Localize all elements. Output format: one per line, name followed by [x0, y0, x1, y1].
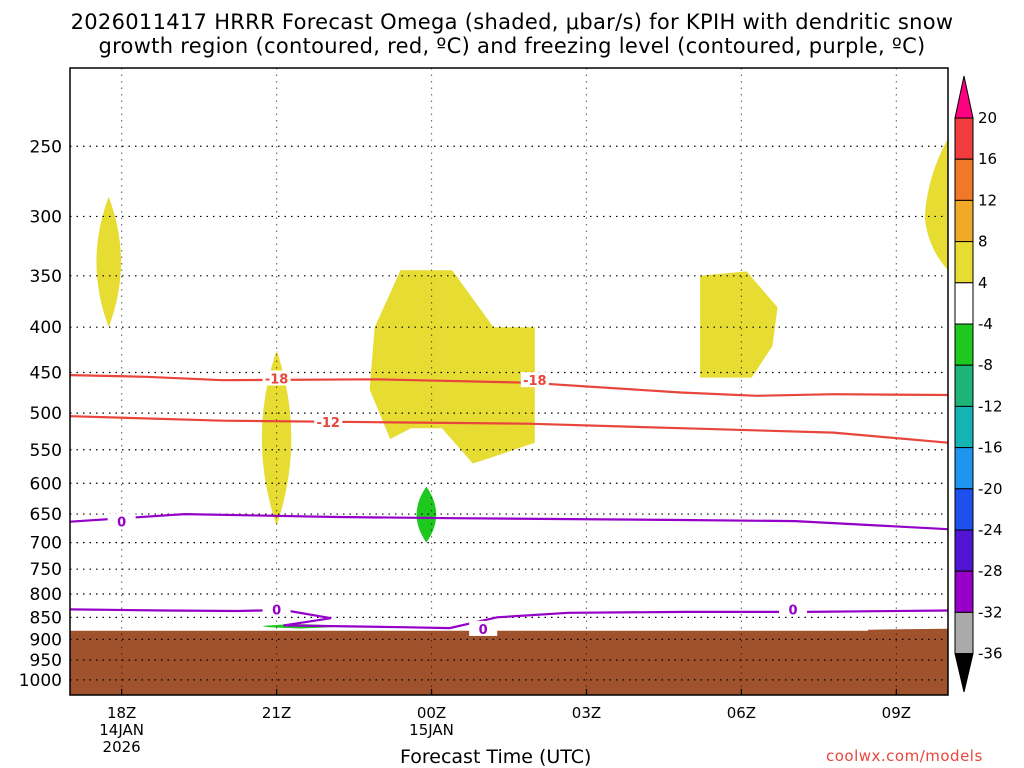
- x-tick-label-03Z-0: 03Z: [572, 704, 601, 722]
- colorbar-swatch-10: [954, 488, 974, 531]
- chart-title-line1: 2026011417 HRRR Forecast Omega (shaded, …: [70, 10, 954, 34]
- dgz-label-0: -18: [265, 372, 289, 387]
- credit-link[interactable]: coolwx.com/models: [826, 747, 983, 765]
- y-tick-label-650: 650: [30, 505, 62, 525]
- x-tick-label-18Z-2: 2026: [103, 738, 141, 756]
- colorbar-swatch-11: [954, 529, 974, 572]
- x-tick-label-00Z-0: 00Z: [417, 704, 446, 722]
- colorbar-swatch-9: [954, 447, 974, 490]
- colorbar-swatch-8: [954, 405, 974, 449]
- dgz-label-0-bg: [262, 370, 291, 386]
- colorbar-top-arrow: [954, 75, 974, 119]
- colorbar-swatch-1: [954, 117, 974, 160]
- dgz-contour-minus18: [70, 374, 948, 397]
- y-tick-label-450: 450: [30, 364, 62, 384]
- x-tick-label-06Z-0: 06Z: [727, 704, 756, 722]
- colorbar-swatch-4: [954, 241, 974, 284]
- x-tick-label-18Z-0: 18Z: [107, 704, 136, 722]
- chart-title-line2: growth region (contoured, red, ºC) and f…: [98, 34, 926, 58]
- x-tick-label-21Z-0: 21Z: [262, 704, 291, 722]
- dgz-label-1: -18: [523, 374, 547, 389]
- colorbar-label-5: -4: [978, 315, 993, 333]
- freezing-contour-lower: [70, 608, 948, 630]
- colorbar-label-9: -20: [978, 480, 1003, 498]
- y-tick-label-400: 400: [30, 318, 62, 338]
- y-tick-label-500: 500: [30, 404, 62, 424]
- colorbar-label-1: 16: [978, 150, 997, 168]
- dgz-contour-minus12: [70, 415, 948, 444]
- y-tick-label-800: 800: [30, 585, 62, 605]
- y-tick-label-950: 950: [30, 651, 62, 671]
- dgz-label-2: -12: [316, 416, 340, 431]
- freezing-label-0-bg: [107, 513, 136, 529]
- dgz-label-1-bg: [520, 372, 549, 388]
- x-tick-label-09Z-0: 09Z: [882, 704, 911, 722]
- colorbar-label-8: -16: [978, 439, 1003, 457]
- colorbar-swatch-2: [954, 158, 974, 201]
- freezing-label-3: 0: [789, 604, 798, 619]
- colorbar-label-10: -24: [978, 521, 1003, 539]
- x-tick-label-18Z-1: 14JAN: [99, 721, 144, 739]
- freezing-label-0: 0: [117, 516, 126, 531]
- y-tick-label-300: 300: [30, 207, 62, 227]
- omega-region-1: [261, 350, 292, 526]
- colorbar-swatch-13: [954, 611, 974, 655]
- y-tick-label-750: 750: [30, 560, 62, 580]
- colorbar-label-12: -32: [978, 603, 1003, 621]
- colorbar-label-7: -12: [978, 397, 1003, 415]
- freezing-label-2-bg: [469, 620, 498, 636]
- colorbar-label-0: 20: [978, 109, 997, 127]
- omega-region-3: [700, 271, 778, 378]
- omega-region-5: [416, 486, 437, 543]
- freezing-label-2: 0: [479, 623, 488, 638]
- colorbar-swatch-5: [954, 282, 974, 325]
- colorbar-label-3: 8: [978, 233, 988, 251]
- dgz-label-2-bg: [314, 414, 343, 430]
- colorbar-swatch-3: [954, 199, 974, 243]
- colorbar-label-2: 12: [978, 191, 997, 209]
- y-tick-label-1000: 1000: [19, 671, 62, 691]
- y-tick-label-550: 550: [30, 441, 62, 461]
- y-tick-label-850: 850: [30, 608, 62, 628]
- colorbar-label-6: -8: [978, 356, 993, 374]
- omega-region-2: [369, 270, 535, 464]
- colorbar-label-11: -28: [978, 562, 1003, 580]
- colorbar-swatch-12: [954, 570, 974, 613]
- y-tick-label-700: 700: [30, 534, 62, 554]
- omega-region-0: [96, 196, 121, 328]
- plot-frame: [69, 67, 949, 696]
- y-tick-label-350: 350: [30, 267, 62, 287]
- y-tick-label-900: 900: [30, 630, 62, 650]
- omega-region-4: [924, 138, 948, 271]
- colorbar-swatch-7: [954, 364, 974, 407]
- x-axis-title: Forecast Time (UTC): [400, 746, 592, 768]
- terrain-fill: [70, 628, 948, 695]
- x-tick-label-00Z-1: 15JAN: [409, 721, 454, 739]
- y-tick-label-250: 250: [30, 137, 62, 157]
- freezing-label-1-bg: [262, 601, 291, 617]
- freezing-contour-upper: [70, 512, 948, 531]
- freezing-label-1: 0: [272, 604, 281, 619]
- colorbar-bottom-arrow: [954, 653, 974, 693]
- colorbar-label-13: -36: [978, 645, 1003, 663]
- freezing-label-3-bg: [779, 601, 808, 617]
- colorbar-swatch-6: [954, 323, 974, 366]
- y-tick-label-600: 600: [30, 474, 62, 494]
- colorbar-label-4: 4: [978, 274, 988, 292]
